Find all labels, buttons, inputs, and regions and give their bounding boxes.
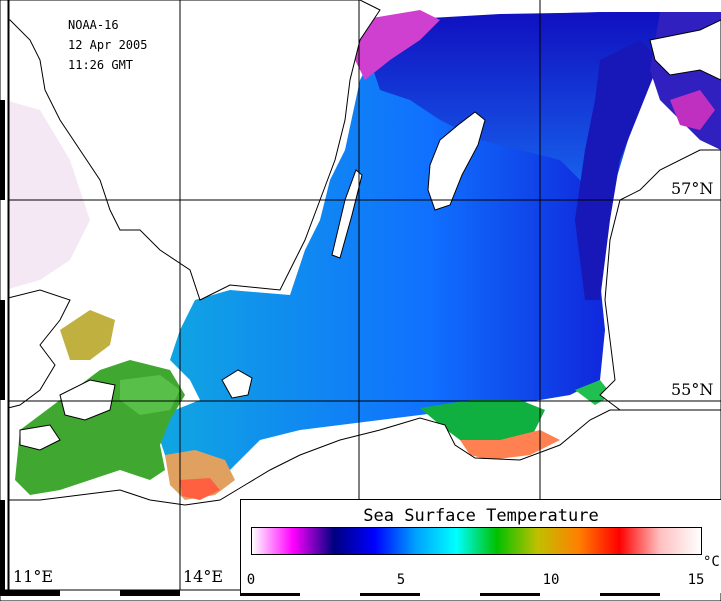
satellite-label: NOAA-16: [68, 18, 119, 32]
land-lolland: [19, 424, 61, 451]
date-label: 12 Apr 2005: [68, 38, 148, 52]
lon-label-11: 11°E: [13, 567, 54, 586]
legend-tick-0: 0: [246, 572, 256, 588]
lon-label-14: 14°E: [183, 567, 224, 586]
lat-label-57: 57°N: [671, 179, 714, 198]
land-bornholm: [221, 369, 253, 399]
sea-west-green2: [120, 375, 180, 415]
legend-title: Sea Surface Temperature: [363, 506, 599, 526]
time-label: 11:26 GMT: [68, 58, 134, 72]
sea-coast-red-south: [460, 430, 560, 460]
sea-east-cold: [575, 40, 660, 300]
land-northeast: [649, 19, 721, 81]
sea-kattegat: [5, 100, 90, 290]
legend-tick-15: 15: [687, 572, 705, 588]
sea-pomeranian-red: [180, 478, 220, 500]
legend-tick-10: 10: [542, 572, 560, 588]
legend-tick-5: 5: [396, 572, 406, 588]
sea-coast-magenta-north: [355, 10, 440, 80]
legend: Sea Surface Temperature 0 5 10 15 °C: [240, 499, 721, 593]
sea-northeast-magenta: [670, 90, 715, 130]
legend-unit: °C: [703, 554, 720, 570]
sea-coast-green-east: [575, 380, 612, 405]
land-gotland: [427, 111, 486, 211]
land-denmark: [0, 289, 71, 411]
land-zealand: [59, 379, 116, 421]
lat-label-55: 55°N: [671, 380, 714, 399]
legend-colorbar: [251, 527, 702, 555]
sea-west-yellow: [60, 310, 115, 360]
land-sweden: [0, 0, 381, 301]
